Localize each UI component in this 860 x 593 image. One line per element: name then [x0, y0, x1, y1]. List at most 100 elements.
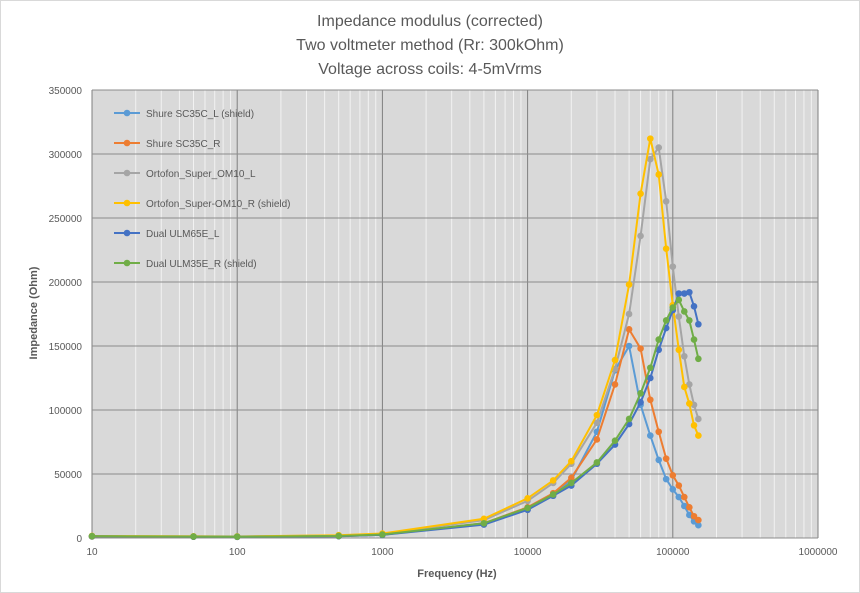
- data-point: [690, 303, 698, 310]
- data-point: [655, 336, 663, 343]
- data-point: [695, 521, 702, 529]
- legend-label: Shure SC35C_L (shield): [146, 109, 254, 120]
- data-point: [480, 519, 488, 527]
- legend: Shure SC35C_L (shield) Shure SC35C_R Ortof…: [114, 109, 291, 270]
- legend-swatch-marker: [123, 139, 131, 147]
- data-point: [593, 411, 601, 419]
- data-point: [690, 512, 698, 520]
- data-point: [637, 390, 644, 397]
- x-tick-label: 100000: [656, 547, 690, 558]
- data-point: [669, 471, 677, 479]
- data-point: [686, 400, 693, 407]
- data-point: [690, 336, 698, 343]
- data-point: [593, 459, 601, 466]
- minor-gridlines: [135, 90, 812, 538]
- data-point: [524, 504, 531, 512]
- data-point: [675, 313, 683, 320]
- series-layer: [88, 135, 702, 541]
- data-point: [680, 352, 688, 360]
- legend-label: Ortofon_Super_OM10_L: [146, 169, 256, 180]
- data-point: [637, 190, 644, 197]
- data-point: [611, 356, 619, 364]
- data-point: [335, 532, 342, 540]
- data-point: [680, 383, 688, 391]
- x-tick-label: 10: [86, 547, 98, 558]
- x-tick-label: 1000000: [799, 547, 838, 558]
- data-point: [669, 304, 677, 311]
- legend-label: Shure SC35C_R: [146, 139, 220, 150]
- data-point: [662, 455, 670, 462]
- data-point: [655, 456, 663, 464]
- data-point: [655, 171, 663, 178]
- y-tick-label: 200000: [49, 278, 83, 289]
- data-point: [680, 502, 688, 510]
- data-point: [568, 457, 575, 465]
- data-point: [686, 317, 693, 324]
- data-point: [680, 308, 688, 315]
- data-point: [662, 245, 670, 253]
- y-tick-label: 150000: [49, 342, 83, 353]
- legend-item: Dual ULM65E_L: [114, 229, 220, 240]
- y-tick-label: 250000: [49, 214, 83, 225]
- data-point: [637, 232, 644, 240]
- data-point: [611, 437, 619, 445]
- data-point: [669, 263, 677, 270]
- data-point: [675, 346, 683, 354]
- legend-swatch-marker: [123, 199, 131, 207]
- data-point: [662, 475, 670, 483]
- data-point: [647, 374, 654, 382]
- data-point: [686, 381, 693, 388]
- x-tick-label: 100: [229, 547, 246, 558]
- chart-title-line-2: Two voltmeter method (Rr: 300kOhm): [296, 37, 564, 54]
- data-point: [680, 290, 688, 297]
- tick-labels: 10 100 1000 10000 100000 1000000 0 50000 100000 1…: [49, 86, 838, 558]
- data-point: [637, 399, 644, 406]
- data-point: [647, 155, 654, 163]
- data-point: [695, 415, 702, 423]
- chart-title-line-3: Voltage across coils: 4-5mVrms: [318, 61, 542, 78]
- data-point: [379, 531, 386, 538]
- data-point: [637, 345, 644, 352]
- data-point: [647, 396, 654, 404]
- data-point: [647, 432, 654, 439]
- data-point: [695, 516, 702, 524]
- legend-item: Ortofon_Super-OM10_R (shield): [114, 199, 291, 210]
- legend-swatch-marker: [123, 169, 131, 177]
- data-point: [611, 381, 619, 388]
- data-point: [625, 415, 633, 423]
- data-point: [647, 135, 654, 142]
- data-point: [662, 198, 670, 205]
- legend-label: Ortofon_Super-OM10_R (shield): [146, 199, 291, 210]
- y-tick-label: 350000: [49, 86, 83, 97]
- y-tick-label: 100000: [49, 406, 83, 417]
- data-point: [675, 296, 683, 304]
- data-point: [233, 533, 241, 541]
- data-point: [655, 144, 663, 151]
- legend-item: Shure SC35C_L (shield): [114, 109, 254, 120]
- data-point: [669, 486, 677, 493]
- data-point: [680, 493, 688, 501]
- data-point: [593, 436, 601, 443]
- legend-swatch-marker: [123, 109, 131, 117]
- data-point: [647, 364, 654, 372]
- legend-item: Shure SC35C_R: [114, 139, 220, 150]
- major-gridlines: [91, 89, 819, 539]
- legend-label: Dual ULM35E_R (shield): [146, 259, 257, 270]
- y-tick-label: 50000: [54, 470, 82, 481]
- data-point: [625, 326, 633, 333]
- data-point: [625, 342, 633, 350]
- data-point: [655, 428, 663, 436]
- data-point: [675, 482, 683, 489]
- legend-item: Dual ULM35E_R (shield): [114, 259, 257, 270]
- series-line: [91, 298, 700, 538]
- data-point: [686, 288, 693, 296]
- x-axis-label: Frequency (Hz): [417, 568, 497, 580]
- data-point: [686, 503, 693, 511]
- legend-item: Ortofon_Super_OM10_L: [114, 169, 256, 180]
- data-point: [662, 317, 670, 324]
- x-tick-label: 10000: [514, 547, 542, 558]
- data-point: [88, 532, 96, 540]
- chart-title-line-1: Impedance modulus (corrected): [317, 13, 543, 30]
- data-point: [695, 432, 702, 439]
